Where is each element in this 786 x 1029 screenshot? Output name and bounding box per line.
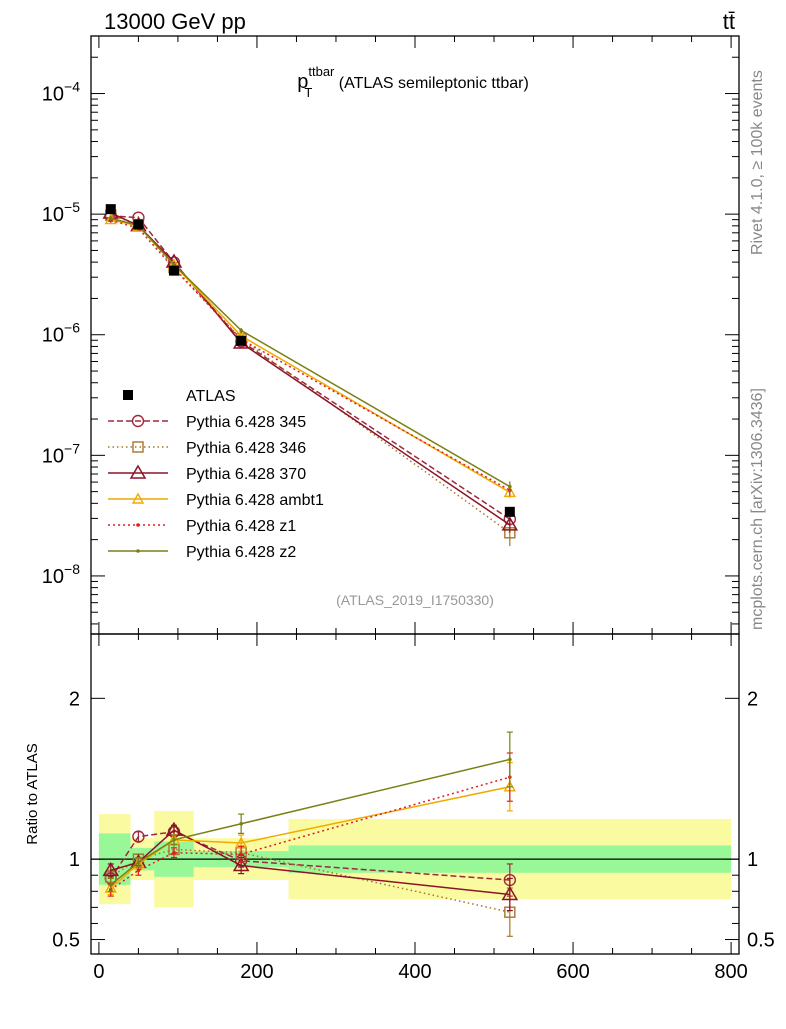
data-point [133, 219, 144, 230]
plot-title: pttbar T (ATLAS semileptonic ttbar) [297, 64, 529, 100]
y-tick-label: 10−5 [42, 199, 80, 226]
data-point [236, 335, 247, 346]
y-tick-exp: −8 [64, 561, 80, 577]
y-tick-exp: −7 [64, 440, 80, 456]
analysis-id: (ATLAS_2019_I1750330) [336, 592, 494, 608]
beam-label: 13000 GeV pp [104, 9, 246, 34]
ratio-series-point [132, 830, 145, 843]
rivet-version-label: Rivet 4.1.0, ≥ 100k events [749, 70, 766, 255]
legend-label: Pythia 6.428 346 [186, 440, 306, 457]
y-tick-label: 10−7 [42, 440, 80, 467]
ratio-frame [90, 633, 740, 955]
ratio-series-point [239, 852, 243, 857]
x-tick-label: 800 [714, 961, 747, 983]
legend-marker [131, 414, 145, 428]
title-p: p [297, 71, 308, 93]
series-point [239, 328, 243, 333]
y-tick-base: 10 [42, 204, 64, 226]
legend-marker [131, 492, 145, 504]
data-point [168, 265, 179, 276]
ratio-series-point [172, 838, 176, 842]
title-sup: ttbar [308, 64, 335, 79]
legend-label-data: ATLAS [186, 388, 236, 405]
legend-marker-data [123, 390, 133, 400]
y-tick-exp: −6 [64, 320, 80, 336]
series-point [501, 516, 519, 531]
mcplots-label: mcplots.cern.ch [arXiv:1306.3436] [749, 388, 766, 630]
x-tick-label: 0 [93, 961, 104, 983]
ratio-y-axis-label: Ratio to ATLAS [24, 743, 41, 844]
legend-label: Pythia 6.428 z2 [186, 544, 296, 561]
legend-marker [136, 549, 140, 553]
ratio-series-point [136, 868, 141, 873]
main-panel: 10−810−710−610−510−4 pttbar T (ATLAS semi… [42, 35, 740, 635]
x-tick-label: 400 [398, 961, 431, 983]
legend-marker [136, 523, 140, 527]
legend: ATLAS Pythia 6.428 345 Pythia 6.428 346 Pyt… [108, 388, 324, 561]
ratio-y-tick-label-right: 0.5 [747, 930, 775, 952]
legend-label: Pythia 6.428 345 [186, 414, 306, 431]
series-point [508, 484, 512, 489]
ratio-series-point [136, 860, 141, 865]
legend-label: Pythia 6.428 z1 [186, 518, 296, 535]
series-point [108, 216, 113, 221]
ratio-series-point [102, 861, 120, 877]
y-tick-exp: −5 [64, 199, 80, 215]
y-tick-exp: −4 [64, 79, 80, 95]
y-tick-base: 10 [42, 84, 64, 106]
ratio-series-point [172, 850, 176, 855]
ratio-series-point [501, 886, 519, 901]
title-rest: (ATLAS semileptonic ttbar) [334, 75, 528, 92]
process-label: tt̄ [723, 9, 735, 34]
y-tick-base: 10 [42, 445, 64, 467]
data-point [105, 204, 116, 215]
y-tick-label: 10−8 [42, 561, 80, 588]
ratio-series-point [232, 857, 250, 872]
ratio-series-point [508, 757, 512, 762]
ratio-y-tick-label: 0.5 [52, 930, 80, 952]
ratio-y-tick-label: 1 [69, 849, 80, 871]
ratio-y-tick-label-right: 1 [747, 849, 758, 871]
ratio-y-tick-label: 2 [69, 688, 80, 710]
series-point [503, 485, 517, 498]
ratio-series-point [108, 883, 113, 887]
main-plot-area [91, 36, 739, 634]
legend-marker [132, 441, 144, 453]
legend-label: Pythia 6.428 ambt1 [186, 492, 324, 509]
legend-label: Pythia 6.428 370 [186, 466, 306, 483]
data-point [504, 506, 515, 517]
ratio-y-tick-label-right: 2 [747, 688, 758, 710]
x-tick-label: 200 [240, 961, 273, 983]
legend-marker [129, 464, 147, 479]
y-tick-label: 10−4 [42, 79, 80, 106]
title-sub: T [304, 85, 312, 100]
y-tick-base: 10 [42, 566, 64, 588]
series-point [172, 262, 176, 267]
x-tick-label: 600 [556, 961, 589, 983]
ratio-series-point [239, 821, 243, 826]
y-tick-base: 10 [42, 325, 64, 347]
y-tick-label: 10−6 [42, 320, 80, 347]
